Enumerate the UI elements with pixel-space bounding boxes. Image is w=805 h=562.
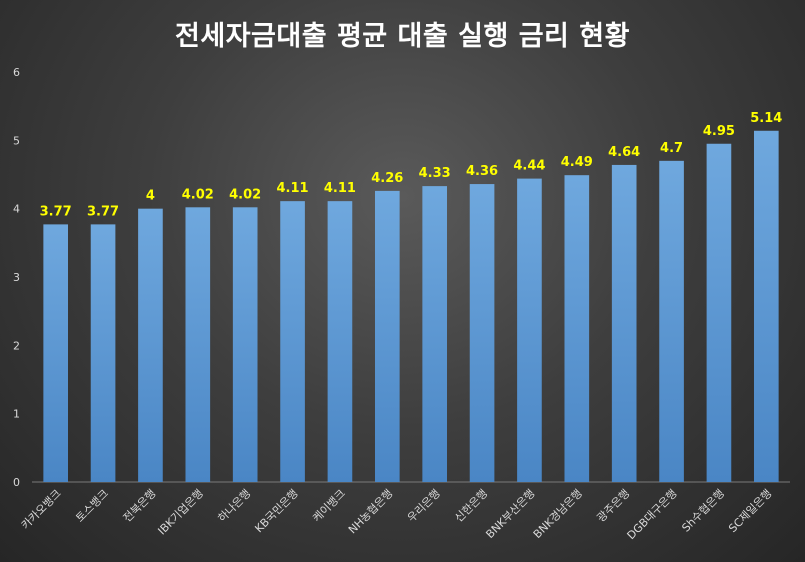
y-tick-label: 0 (13, 476, 20, 489)
x-tick-label: Sh수협은행 (679, 487, 727, 535)
data-label: 3.77 (87, 204, 119, 219)
x-tick-label: DGB대구은행 (625, 487, 680, 542)
data-label: 4.02 (229, 187, 261, 202)
bar (611, 164, 637, 482)
data-label: 4.11 (277, 181, 309, 196)
data-label: 4.64 (608, 145, 640, 160)
bar (517, 178, 542, 482)
x-tick-label: 하나은행 (215, 486, 254, 525)
data-label: 4.7 (660, 141, 683, 156)
x-tick-label: IBK기업은행 (155, 487, 206, 538)
bar (327, 201, 353, 482)
bar (564, 175, 590, 482)
bar (232, 207, 258, 483)
y-tick-label: 1 (13, 408, 20, 421)
data-label: 4.33 (419, 166, 451, 181)
data-label: 4.26 (371, 171, 403, 186)
data-label: 5.14 (750, 111, 782, 126)
data-labels: 3.77 3.77 4 4.02 4.02 4.11 4.11 4.26 4.33 4.36 4.4… (40, 111, 783, 220)
y-tick-label: 3 (13, 271, 20, 284)
data-label: 4.49 (561, 155, 593, 170)
x-tick-label: 케이뱅크 (310, 487, 348, 525)
x-tick-label: KB국민은행 (252, 487, 300, 535)
bar (706, 143, 732, 482)
y-tick-label: 4 (13, 203, 20, 216)
bar (280, 201, 305, 482)
bar (138, 208, 163, 482)
x-tick-label: 토스뱅크 (73, 487, 111, 525)
x-tick-label: 우리은행 (405, 487, 443, 525)
bar (753, 130, 779, 482)
bar (43, 224, 69, 482)
bar (90, 224, 116, 482)
data-label: 4.44 (513, 159, 545, 174)
bar (374, 190, 400, 482)
x-tick-label: 신한은행 (452, 487, 490, 525)
x-tick-label: 광주은행 (594, 487, 632, 525)
y-tick-label: 6 (13, 66, 20, 79)
x-tick-label: NH농협은행 (346, 487, 395, 536)
x-tick-label: BNK부산은행 (483, 487, 537, 541)
y-axis: 0 1 2 3 4 5 6 (13, 66, 20, 489)
data-label: 4.36 (466, 164, 498, 179)
data-label: 3.77 (40, 204, 72, 219)
bar (469, 184, 495, 483)
bar (422, 186, 448, 482)
bar (185, 207, 211, 483)
x-tick-label: BNK경남은행 (531, 487, 585, 541)
data-label: 4.02 (182, 187, 214, 202)
y-tick-label: 5 (13, 134, 20, 147)
x-tick-label: 전북은행 (121, 487, 159, 525)
bar (659, 160, 684, 483)
data-label: 4 (146, 189, 155, 204)
x-tick-label: 카카오뱅크 (19, 487, 64, 532)
chart-title: 전세자금대출 평균 대출 실행 금리 현황 (175, 21, 630, 52)
data-label: 4.95 (703, 124, 735, 139)
y-tick-label: 2 (13, 339, 20, 352)
data-label: 4.11 (324, 181, 356, 196)
x-tick-label: SC제일은행 (726, 486, 775, 535)
bars (43, 130, 779, 483)
